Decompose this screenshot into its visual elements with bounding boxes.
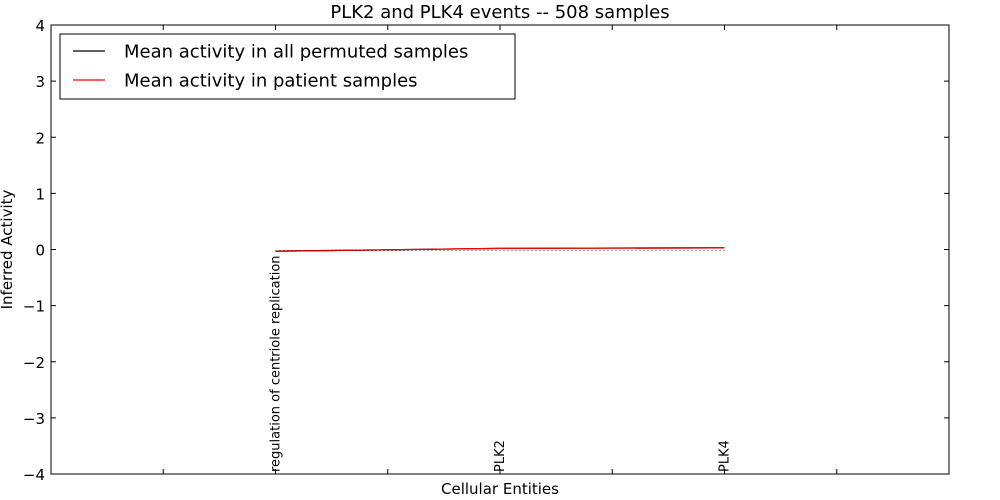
x-tick-label: PLK4 <box>718 440 733 472</box>
x-axis: regulation of centriole replication PLK2 P… <box>162 25 838 474</box>
y-tick-label: −4 <box>23 466 45 484</box>
y-tick-label: 2 <box>35 129 45 147</box>
y-axis: 4 3 2 1 0 −1 −2 −3 −4 <box>23 17 949 484</box>
x-tick-label: regulation of centriole replication <box>269 255 284 472</box>
y-tick-label: −3 <box>23 410 45 428</box>
y-tick-label: 1 <box>35 185 45 203</box>
y-tick-label: 4 <box>35 17 45 35</box>
legend-label-permuted: Mean activity in all permuted samples <box>124 42 468 63</box>
y-axis-label: Inferred Activity <box>0 189 16 309</box>
y-tick-label: 0 <box>35 242 45 260</box>
series-layer <box>275 247 725 252</box>
y-tick-label: −2 <box>23 354 45 372</box>
series-line-1 <box>275 247 725 252</box>
x-tick-label: PLK2 <box>493 440 508 472</box>
chart-title: PLK2 and PLK4 events -- 508 samples <box>330 2 669 23</box>
y-tick-label: 3 <box>35 73 45 91</box>
x-axis-label: Cellular Entities <box>441 480 559 498</box>
y-tick-label: −1 <box>23 298 45 316</box>
legend-label-patient: Mean activity in patient samples <box>124 71 418 92</box>
legend-box <box>59 33 516 100</box>
legend: Mean activity in all permuted samples Me… <box>59 33 516 100</box>
